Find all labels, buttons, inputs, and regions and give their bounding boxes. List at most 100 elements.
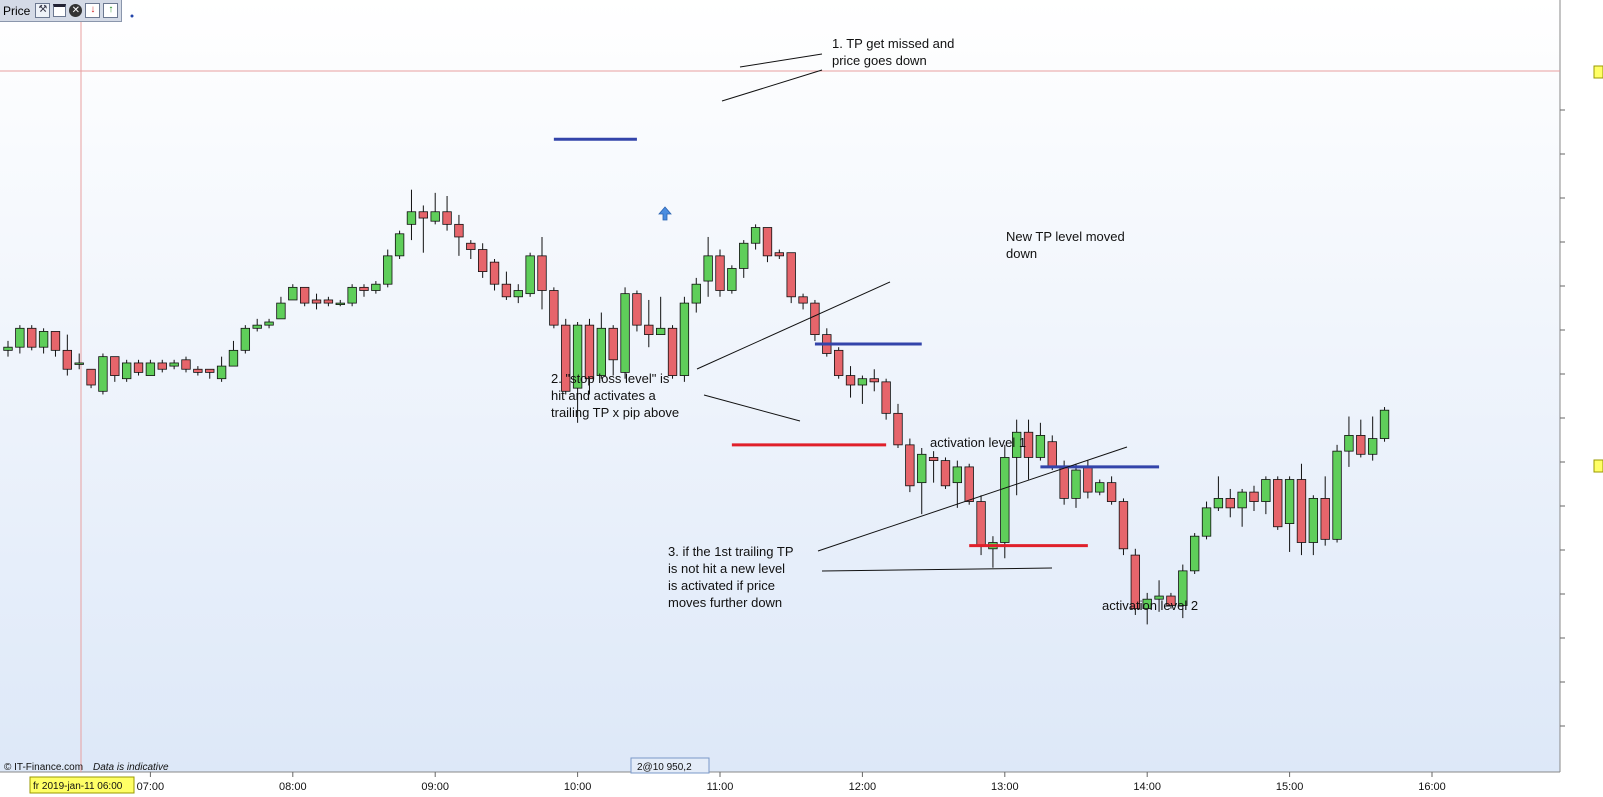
candle[interactable] [1308,495,1319,556]
candle[interactable] [1284,476,1295,552]
candle[interactable] [347,284,357,307]
candle[interactable] [1296,463,1307,556]
candle[interactable] [50,331,61,357]
candle[interactable] [501,271,512,300]
candle[interactable] [905,438,915,493]
candle[interactable] [833,347,844,379]
candle[interactable] [1344,416,1354,467]
candle[interactable] [15,325,25,354]
window-icon[interactable] [53,4,67,17]
candle[interactable] [74,353,84,370]
candle[interactable] [1011,419,1022,496]
candle[interactable] [596,312,607,379]
candle[interactable] [466,240,476,259]
candle[interactable] [454,214,464,256]
candle[interactable] [1154,580,1164,612]
candle[interactable] [703,236,713,297]
candle[interactable] [1261,476,1271,515]
candle[interactable] [86,368,96,389]
candle[interactable] [893,403,903,448]
candle[interactable] [1035,422,1046,461]
candle[interactable] [952,460,963,508]
candle[interactable] [1213,476,1224,511]
arrow-down-box-icon[interactable]: ↓ [85,3,101,18]
close-circle-icon[interactable]: ✕ [69,4,83,17]
candle[interactable] [928,451,939,483]
candle[interactable] [406,189,417,241]
candle[interactable] [679,296,690,382]
candle[interactable] [1225,488,1235,518]
candle[interactable] [691,277,701,313]
candle[interactable] [739,240,749,278]
candle[interactable] [537,236,547,310]
candle[interactable] [632,290,642,332]
candle[interactable] [240,325,251,354]
candle[interactable] [38,328,49,354]
candle[interactable] [1273,476,1283,530]
candle[interactable] [145,359,156,376]
candle[interactable] [228,340,239,367]
candle[interactable] [525,252,535,297]
candle[interactable] [383,249,393,288]
candle[interactable] [750,224,761,250]
candles-layer[interactable] [3,189,1390,625]
candle[interactable] [62,334,73,376]
candle[interactable] [110,356,120,382]
candle[interactable] [1201,501,1212,540]
candle[interactable] [1166,592,1176,609]
candle[interactable] [667,325,678,379]
candle[interactable] [940,457,951,489]
candle[interactable] [644,299,654,348]
candle[interactable] [608,325,618,376]
candle[interactable] [169,359,179,370]
candle[interactable] [1379,407,1390,442]
candle[interactable] [27,325,37,351]
candle[interactable] [762,227,773,263]
candle[interactable] [98,353,108,395]
candle[interactable] [430,192,440,225]
candle[interactable] [442,196,452,231]
candle[interactable] [371,281,381,294]
candle[interactable] [1249,485,1259,511]
candle[interactable] [121,359,132,382]
candle[interactable] [1320,476,1330,546]
candle[interactable] [715,249,725,297]
candle[interactable] [1189,533,1200,574]
candle[interactable] [1095,479,1105,496]
wrench-icon[interactable]: ⚒ [35,3,51,18]
candle[interactable] [216,356,227,382]
candle[interactable] [584,318,595,395]
candle[interactable] [1356,419,1366,458]
candle[interactable] [477,243,488,278]
candle[interactable] [1332,444,1342,543]
candle[interactable] [252,318,262,332]
candle[interactable] [845,366,856,398]
arrow-up-box-icon[interactable]: ↑ [103,3,119,18]
candle[interactable] [394,230,405,259]
candle[interactable] [335,299,345,307]
candle[interactable] [1367,416,1378,461]
candle[interactable] [869,369,879,392]
candle[interactable] [798,293,808,310]
candle[interactable] [620,287,630,379]
candle[interactable] [1118,498,1129,556]
candle[interactable] [133,359,144,376]
candle[interactable] [1071,463,1081,508]
candle[interactable] [1142,592,1152,625]
candle[interactable] [359,284,369,297]
candle[interactable] [276,296,286,320]
candle[interactable] [1106,476,1117,505]
candle[interactable] [264,318,274,329]
candle[interactable] [810,299,820,341]
candle[interactable] [786,252,796,304]
candle[interactable] [881,378,891,420]
candle[interactable] [1130,548,1141,615]
candle[interactable] [193,366,203,376]
candle[interactable] [513,284,523,304]
candle[interactable] [727,265,737,294]
candle[interactable] [299,286,310,307]
candle[interactable] [964,463,974,505]
candle[interactable] [3,340,13,357]
candle[interactable] [857,375,868,404]
